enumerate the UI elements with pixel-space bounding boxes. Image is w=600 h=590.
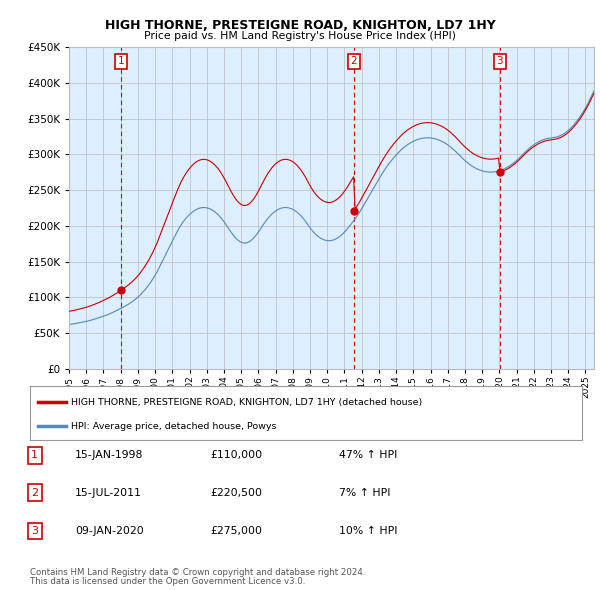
Text: 2: 2 (350, 57, 357, 67)
Text: Contains HM Land Registry data © Crown copyright and database right 2024.: Contains HM Land Registry data © Crown c… (30, 568, 365, 577)
Text: 3: 3 (496, 57, 503, 67)
Text: 09-JAN-2020: 09-JAN-2020 (75, 526, 144, 536)
Text: 15-JAN-1998: 15-JAN-1998 (75, 451, 143, 460)
Text: £220,500: £220,500 (210, 488, 262, 497)
Text: Price paid vs. HM Land Registry's House Price Index (HPI): Price paid vs. HM Land Registry's House … (144, 31, 456, 41)
Text: HIGH THORNE, PRESTEIGNE ROAD, KNIGHTON, LD7 1HY: HIGH THORNE, PRESTEIGNE ROAD, KNIGHTON, … (104, 19, 496, 32)
Text: 3: 3 (31, 526, 38, 536)
Text: 7% ↑ HPI: 7% ↑ HPI (339, 488, 391, 497)
Text: This data is licensed under the Open Government Licence v3.0.: This data is licensed under the Open Gov… (30, 578, 305, 586)
Text: £275,000: £275,000 (210, 526, 262, 536)
Text: 1: 1 (31, 451, 38, 460)
Text: 10% ↑ HPI: 10% ↑ HPI (339, 526, 397, 536)
Text: 1: 1 (118, 57, 125, 67)
Text: £110,000: £110,000 (210, 451, 262, 460)
Text: 15-JUL-2011: 15-JUL-2011 (75, 488, 142, 497)
Text: HPI: Average price, detached house, Powys: HPI: Average price, detached house, Powy… (71, 422, 277, 431)
Text: 47% ↑ HPI: 47% ↑ HPI (339, 451, 397, 460)
Text: 2: 2 (31, 488, 38, 497)
Text: HIGH THORNE, PRESTEIGNE ROAD, KNIGHTON, LD7 1HY (detached house): HIGH THORNE, PRESTEIGNE ROAD, KNIGHTON, … (71, 398, 422, 407)
